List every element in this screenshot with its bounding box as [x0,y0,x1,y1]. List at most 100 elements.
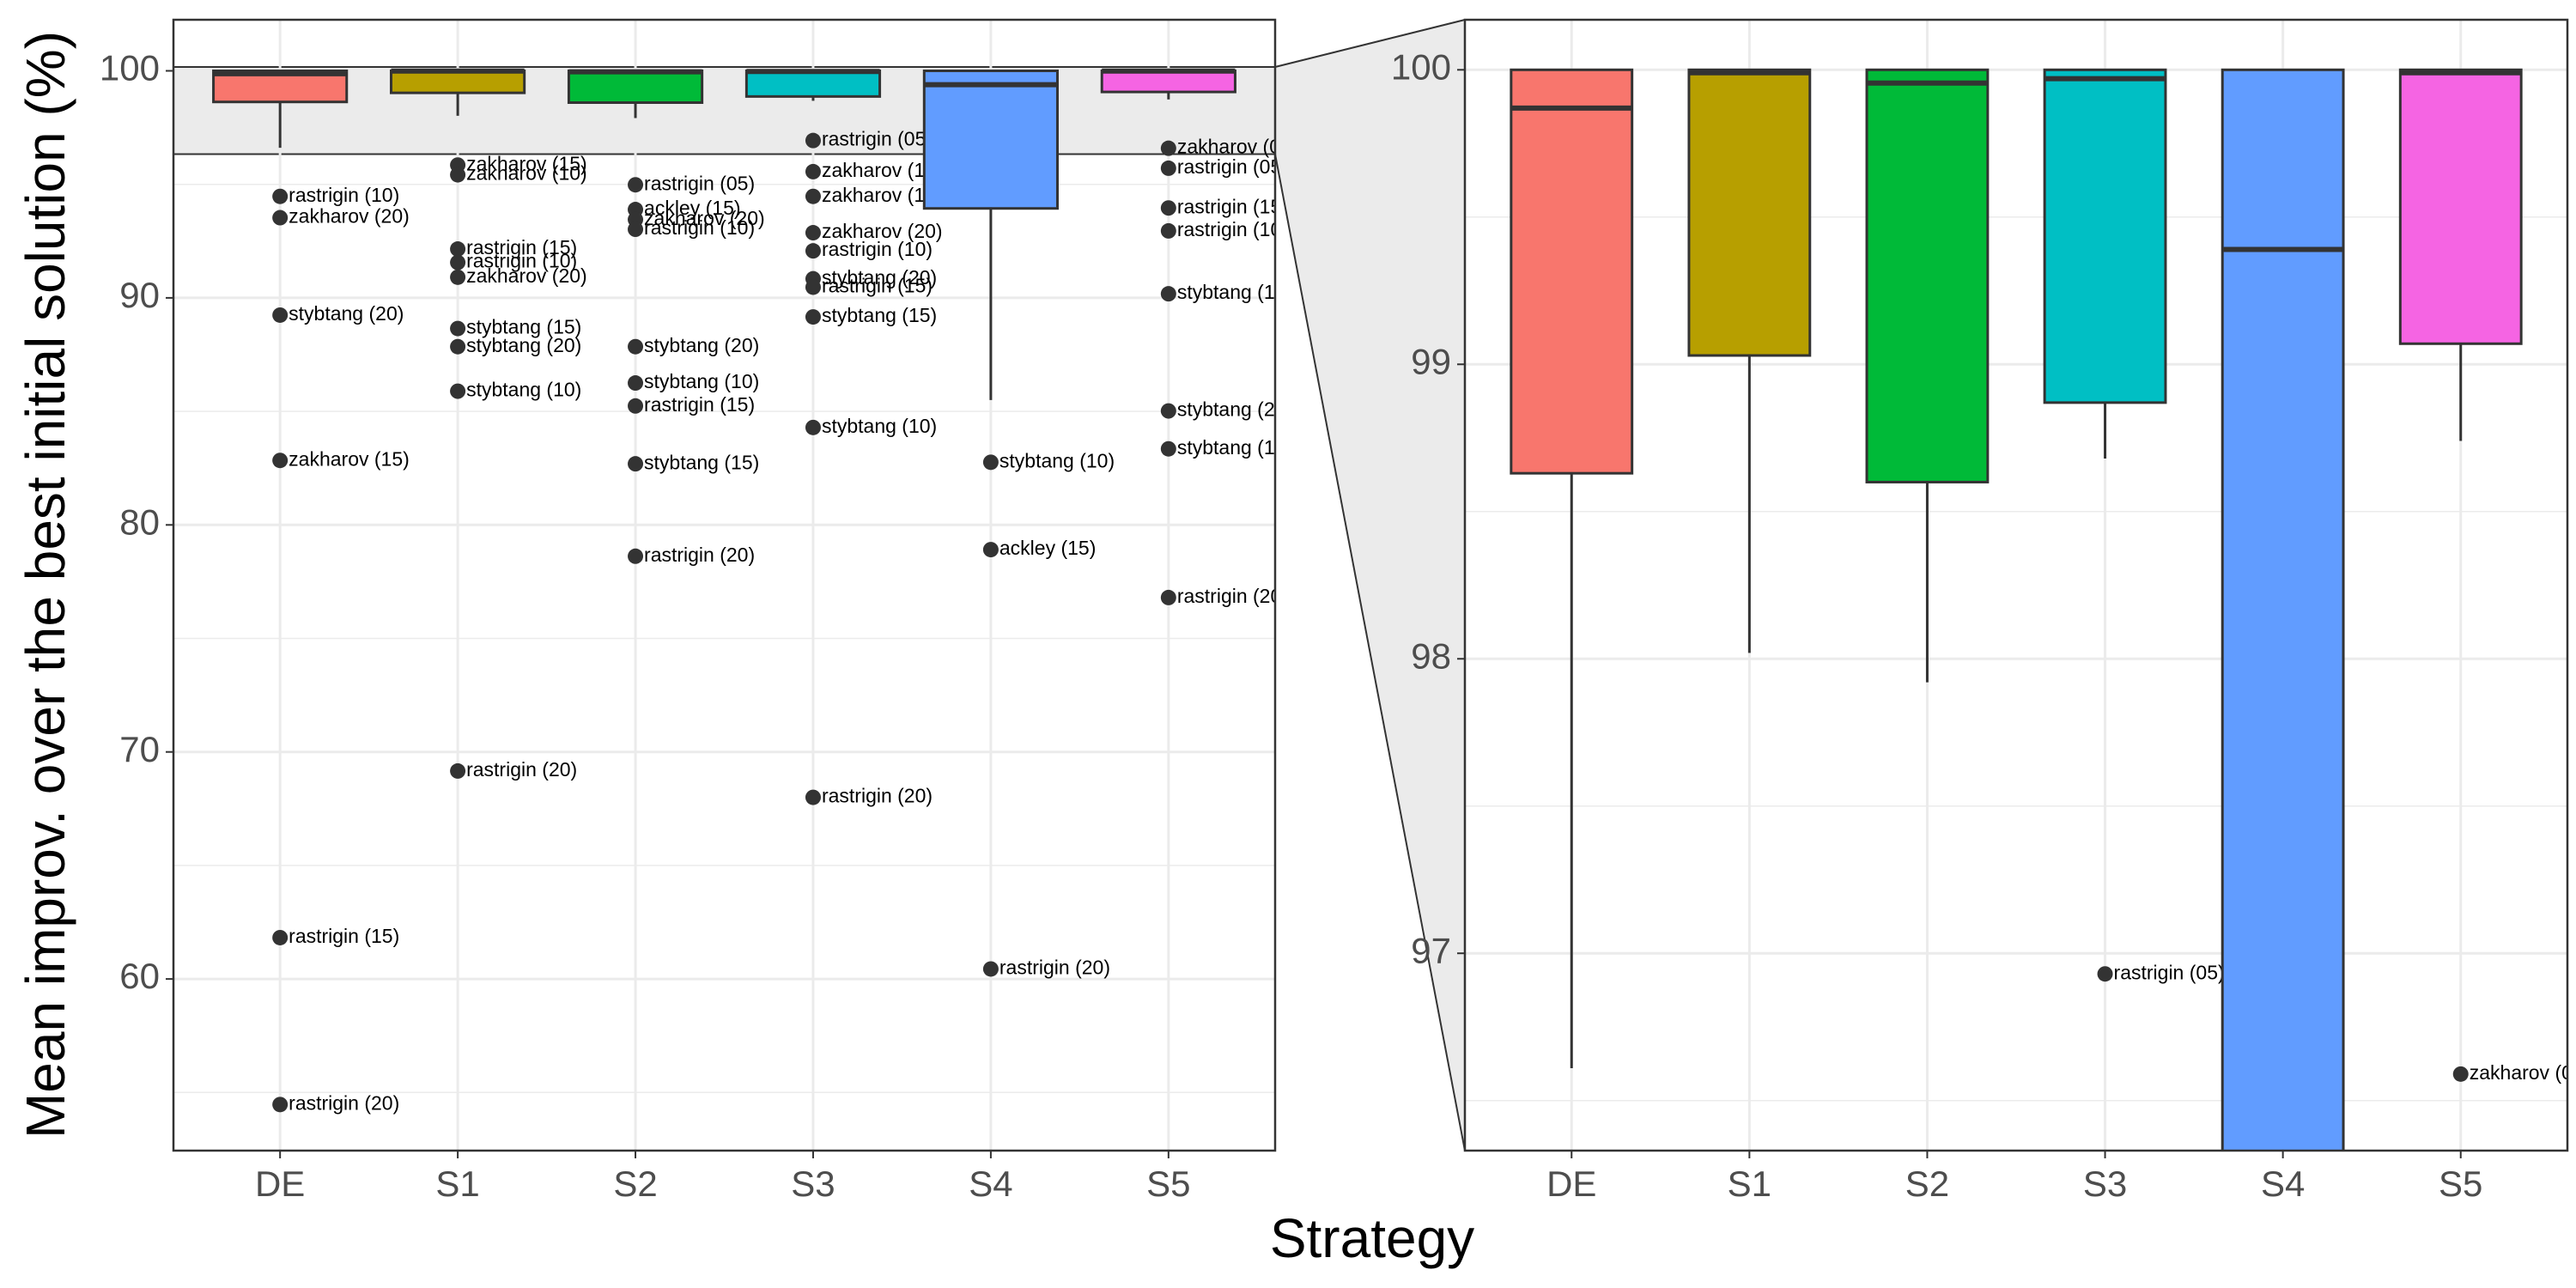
box [2398,68,2523,345]
zoom-connector [1275,20,1465,1151]
outlier [805,419,821,435]
outlier [450,269,466,285]
y-tick-label: 97 [1411,930,1451,970]
outlier [450,320,466,337]
outlier-label: stybtang (20) [644,334,759,356]
outlier-label: stybtang (10) [999,449,1115,471]
outlier-label: zakharov (20) [644,207,765,229]
outlier-label: rastrigin (10) [466,250,577,272]
outlier [628,456,644,472]
outlier-label: rastrigin (20) [822,785,933,807]
outlier [1160,589,1176,605]
box [1865,68,1990,483]
box [567,69,704,105]
outlier [450,241,466,258]
outlier-label: rastrigin (15) [289,925,399,947]
y-tick-label: 100 [100,48,160,88]
y-tick-label: 99 [1411,341,1451,381]
panel-border [1463,18,2569,1152]
y-tick-label: 80 [119,501,160,542]
outlier-label: zakharov (15) [466,152,587,174]
outlier [450,254,466,270]
outlier-label: zakharov (10) [466,162,587,185]
outlier [805,188,821,204]
outlier [805,789,821,805]
panel-border [172,18,1277,1152]
outlier [805,225,821,241]
outlier [1160,160,1176,176]
outlier [272,453,289,469]
outlier-label: zakharov (20) [466,264,587,287]
x-tick-label: DE [255,1163,305,1204]
outlier [2097,966,2113,982]
outlier [805,309,821,325]
main-panel: rastrigin (10)zakharov (20)stybtang (20)… [173,20,1298,1151]
outlier-label: rastrigin (15) [1177,195,1288,217]
outlier-label: rastrigin (20) [999,957,1110,979]
outlier-label: rastrigin (05) [2114,961,2225,983]
x-tick-label: S2 [1905,1163,1949,1204]
outlier-label: stybtang (20) [289,302,404,325]
outlier-label: ackley (15) [999,537,1096,559]
outlier [805,279,821,295]
outlier-label: rastrigin (05) [1177,155,1288,178]
y-tick-label: 98 [1411,635,1451,676]
x-tick-label: S3 [791,1163,835,1204]
outlier [628,548,644,564]
outlier-label: stybtang (15) [1177,436,1292,459]
outlier-label: stybtang (20) [822,266,937,289]
outlier [982,454,999,471]
y-tick-label: 60 [119,956,160,996]
outlier-label: stybtang (10) [1177,281,1292,303]
outlier [982,542,999,558]
outlier-label: rastrigin (20) [1177,585,1288,607]
outlier [628,222,644,238]
outlier-label: rastrigin (20) [644,544,755,566]
outlier [272,1097,289,1113]
outlier [1160,403,1176,419]
outlier-label: stybtang (10) [466,379,581,401]
outlier-label: rastrigin (20) [289,1091,399,1114]
outlier [628,338,644,355]
outlier-label: rastrigin (05) [644,172,755,194]
outlier-label: rastrigin (10) [822,238,933,260]
outlier-label: rastrigin (20) [466,758,577,781]
outlier-label: rastrigin (10) [1177,218,1288,240]
x-tick-label: S1 [1728,1163,1771,1204]
outlier [805,243,821,259]
outlier-label: rastrigin (05) [822,128,933,150]
box [2043,68,2167,404]
zoom-panel: rastrigin (10)zakharov (20)stybtang (20)… [1465,20,2576,1288]
box [1687,68,1812,357]
outlier-label: stybtang (10) [644,370,759,392]
outlier [1160,200,1176,216]
outlier [450,167,466,183]
y-tick-label: 70 [119,729,160,769]
outlier-label: zakharov (05) [2470,1061,2576,1084]
panel-background [1465,20,2567,1151]
outlier [1160,222,1176,239]
zoom-region [173,66,1275,155]
outlier [805,132,821,149]
outlier [2452,1066,2469,1082]
box [389,69,526,94]
outlier-label: zakharov (05) [1177,136,1298,158]
outlier-label: rastrigin (10) [644,216,755,239]
outlier [450,762,466,779]
x-tick-label: S4 [2261,1163,2305,1204]
outlier-label: zakharov (15) [1758,1279,1879,1288]
outlier-label: zakharov (15) [822,184,943,206]
box [744,69,882,98]
zoom-connector-line [1274,19,1466,68]
outlier-label: zakharov (20) [822,220,943,242]
x-tick-label: DE [1546,1163,1596,1204]
outlier [805,163,821,179]
outlier [272,307,289,323]
outlier-label: zakharov (20) [289,205,410,228]
outlier-label: zakharov (15) [289,447,410,470]
y-axis-title: Mean improv. over the best initial solut… [15,31,76,1139]
outlier-label: rastrigin (10) [289,184,399,206]
outlier-label: stybtang (20) [466,334,581,356]
outlier [1160,140,1176,156]
outlier-label: zakharov (10) [822,159,943,181]
